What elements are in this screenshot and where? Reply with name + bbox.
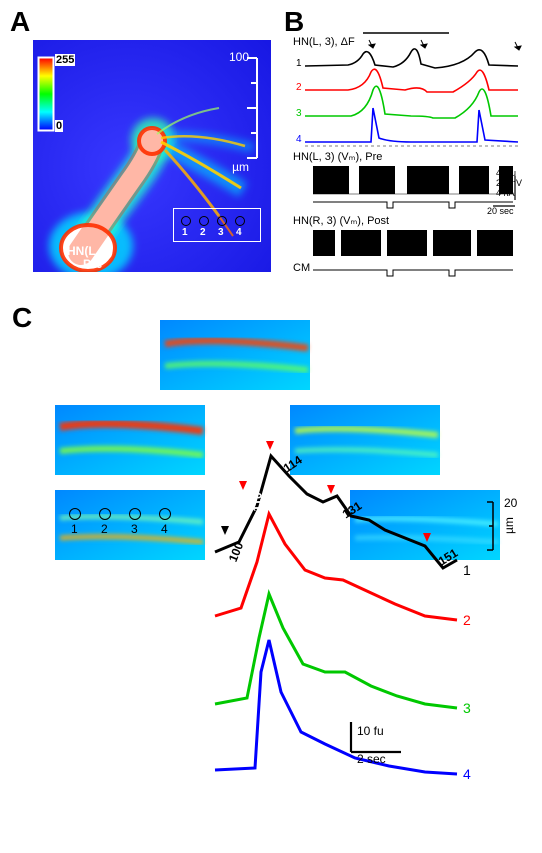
b-trace-num-2: 2 <box>296 82 302 93</box>
roi-circle-1 <box>181 216 191 226</box>
b-scale-na: 4 nA <box>496 188 522 198</box>
roi-circle-4 <box>235 216 245 226</box>
c-scale-fu: 10 fu <box>357 724 384 738</box>
b-scale-block: 40 fu 20 mV 4 nA <box>496 168 522 198</box>
roi-label-1: 1 <box>182 227 188 238</box>
scale-unit: µm <box>232 160 249 174</box>
roi-circle-2 <box>199 216 209 226</box>
c-roi-1 <box>69 508 81 520</box>
hn-label: HN(L, 3) <box>67 244 113 258</box>
c-inset-scale-unit: µm <box>502 517 516 534</box>
roi-circle-3 <box>217 216 227 226</box>
c-frame-110: 110 <box>251 492 265 511</box>
b-scale-mv: 20 mV <box>496 178 522 188</box>
colorbar-min: 0 <box>55 120 63 132</box>
panel-c: 1 2 3 4 100 110 114 131 151 20 µm 1 2 3 … <box>25 320 530 840</box>
c-roi-2 <box>99 508 111 520</box>
roi-label-3: 3 <box>218 227 224 238</box>
c-roi-label-1: 1 <box>71 522 78 536</box>
c-roi-4 <box>159 508 171 520</box>
panel-a: 255 0 100 µm 1 2 3 4 HN(L, 3) Pre <box>33 40 271 272</box>
b-scale-t: 20 sec <box>487 206 514 216</box>
b-title-vm-pre: HN(L, 3) (Vₘ), Pre <box>293 150 382 163</box>
c-inset-scale-val: 20 <box>504 496 517 510</box>
c-trace-end-4: 4 <box>463 766 471 782</box>
c-roi-label-3: 3 <box>131 522 138 536</box>
c-trace-end-2: 2 <box>463 612 471 628</box>
pre-label: Pre <box>83 257 102 271</box>
panel-a-label: A <box>10 6 30 38</box>
c-roi-label-4: 4 <box>161 522 168 536</box>
b-trace-num-3: 3 <box>296 108 302 119</box>
colorbar-max: 255 <box>55 54 75 66</box>
b-trace-num-1: 1 <box>296 58 302 69</box>
b-title-cm: CM <box>293 262 310 274</box>
scale-length: 100 <box>229 50 249 64</box>
roi-label-2: 2 <box>200 227 206 238</box>
roi-label-4: 4 <box>236 227 242 238</box>
inset-roi-wrap: 1 2 3 4 <box>55 490 205 560</box>
c-scale-t: 2 sec <box>357 752 386 766</box>
b-trace-num-4: 4 <box>296 134 302 145</box>
b-scale-fu: 40 fu <box>496 168 522 178</box>
c-roi-label-2: 2 <box>101 522 108 536</box>
b-title-vm-post: HN(R, 3) (Vₘ), Post <box>293 214 389 227</box>
panel-b: HN(L, 3), ΔF <box>293 30 528 282</box>
panel-c-svg <box>25 320 530 840</box>
figure: A B C <box>0 0 542 853</box>
c-trace-end-1: 1 <box>463 562 471 578</box>
c-trace-end-3: 3 <box>463 700 471 716</box>
c-roi-3 <box>129 508 141 520</box>
